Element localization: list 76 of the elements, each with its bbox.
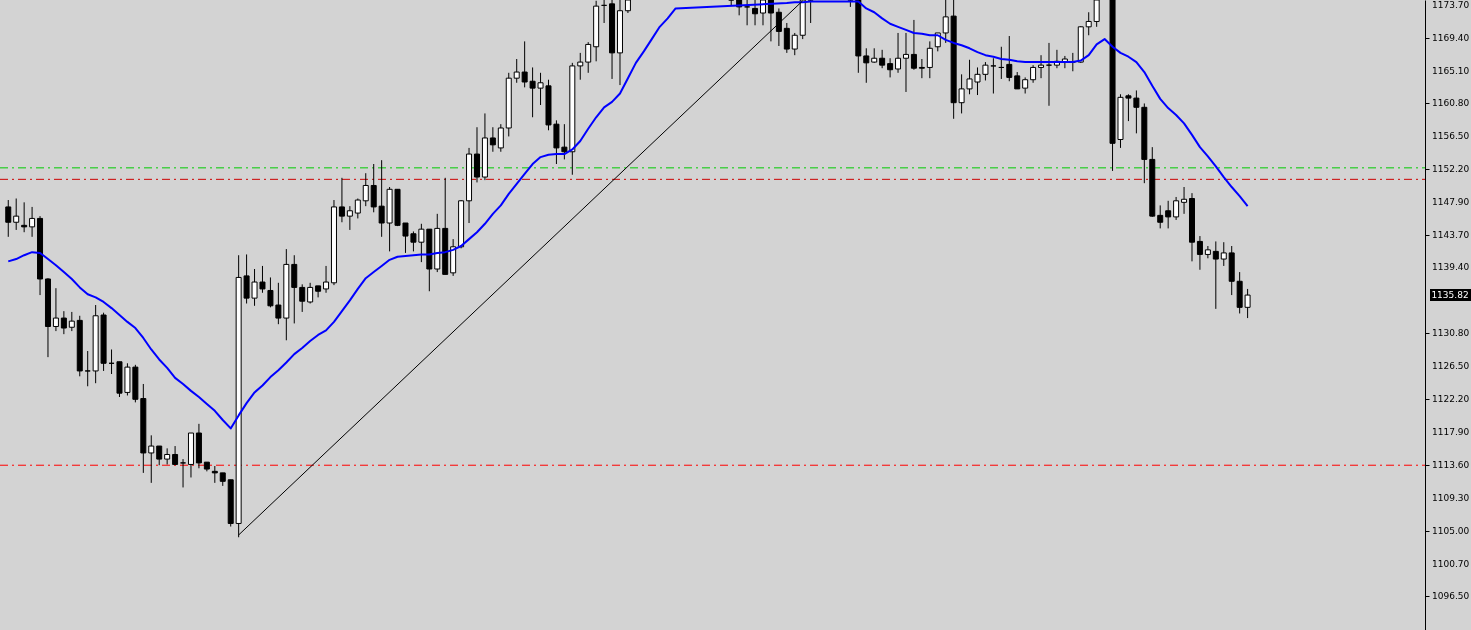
candlestick <box>1093 0 1100 28</box>
y-tick-label: 1143.70 <box>1432 229 1470 240</box>
candlestick <box>1212 240 1219 310</box>
candlestick <box>513 58 520 84</box>
candlestick <box>775 7 782 47</box>
y-tick-label: 1156.50 <box>1432 131 1470 142</box>
candlestick <box>362 172 369 207</box>
candlestick <box>1045 42 1052 107</box>
y-tick-label: 1165.10 <box>1432 65 1470 76</box>
candlestick <box>585 41 592 74</box>
y-tick-label: 1096.50 <box>1432 591 1470 602</box>
y-tick-label: 1147.90 <box>1432 197 1470 208</box>
y-tick-label: 1105.00 <box>1432 526 1470 537</box>
candlestick <box>497 123 504 153</box>
candlestick <box>863 47 870 84</box>
candlestick <box>338 177 345 223</box>
y-tick-label: 1139.40 <box>1432 262 1470 273</box>
y-tick-label: 1173.70 <box>1432 0 1470 10</box>
candlestick <box>918 58 925 79</box>
candlestick <box>1006 35 1013 82</box>
candlestick <box>346 205 353 231</box>
y-tick-label: 1126.50 <box>1432 361 1470 372</box>
candlestick <box>60 310 67 335</box>
candlestick <box>148 434 155 484</box>
candlestick <box>180 458 187 488</box>
candlestick <box>299 283 306 313</box>
candlestick <box>21 201 28 233</box>
candlestick <box>13 198 20 231</box>
y-tick-label: 1122.20 <box>1432 394 1470 405</box>
candlestick <box>307 282 314 304</box>
y-tick-label: 1117.90 <box>1432 427 1470 438</box>
candlestick <box>887 57 894 78</box>
y-tick-label: 1130.80 <box>1432 328 1470 339</box>
candlestick <box>744 0 751 26</box>
candlestick <box>1181 186 1188 215</box>
candlestick <box>1220 241 1227 267</box>
candlestick <box>910 19 917 71</box>
candlestick <box>879 49 886 69</box>
candlestick <box>323 265 330 294</box>
candlestick <box>52 287 59 332</box>
candlestick <box>942 0 949 44</box>
candlestick <box>68 311 75 332</box>
candlestick <box>370 163 377 213</box>
candlestick <box>473 126 480 183</box>
y-tick-label: 1113.60 <box>1432 460 1470 471</box>
candlestick <box>1196 235 1203 271</box>
candlestick <box>990 57 997 94</box>
candlestick <box>783 22 790 54</box>
candlestick <box>791 32 798 56</box>
candlestick <box>807 0 814 24</box>
candlestick <box>291 254 298 324</box>
candlestick <box>156 445 163 466</box>
candlestick <box>1173 196 1180 221</box>
candlestick <box>752 0 759 26</box>
candlestick <box>577 52 584 81</box>
candlestick <box>315 285 322 298</box>
candlestick <box>84 350 91 387</box>
y-tick-label: 1100.70 <box>1432 559 1470 570</box>
candlestick <box>1085 11 1092 36</box>
candlestick <box>1204 245 1211 259</box>
candlestick <box>926 40 933 79</box>
candlestick <box>1038 54 1045 79</box>
candlestick <box>5 199 12 238</box>
candlestick <box>164 447 171 465</box>
y-tick-label: 1152.20 <box>1432 164 1470 175</box>
candlestick <box>895 32 902 74</box>
y-tick-label: 1169.40 <box>1432 32 1470 43</box>
line-series <box>7 0 1249 430</box>
candlestick <box>902 32 909 93</box>
y-tick-label: 1160.80 <box>1432 98 1470 109</box>
candlestick <box>29 206 36 238</box>
candlestick <box>1157 204 1164 229</box>
candlestick <box>489 126 496 153</box>
y-tick-label: 1109.30 <box>1432 493 1470 504</box>
candlestick <box>1165 200 1172 229</box>
text: 1135.82 <box>1431 290 1469 301</box>
